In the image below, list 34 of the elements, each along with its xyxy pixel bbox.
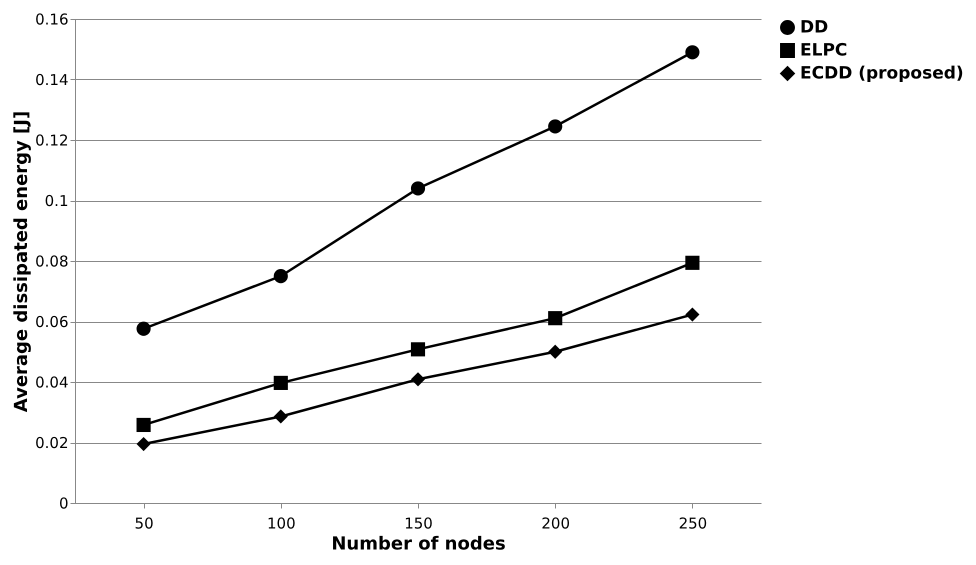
point <box>410 372 426 386</box>
point <box>685 45 700 60</box>
point <box>548 311 562 326</box>
point <box>274 269 288 284</box>
legend-label: DD <box>800 18 828 38</box>
y-tick-label: 0.02 <box>35 434 68 452</box>
y-tick-label: 0.1 <box>44 192 68 210</box>
y-tick-label: 0 <box>58 494 68 512</box>
y-tick-label: 0.06 <box>35 313 68 331</box>
legend-label: ELPC <box>800 40 848 60</box>
x-tick-label: 150 <box>404 514 433 532</box>
x-tick-label: 200 <box>541 514 570 532</box>
y-tick-label: 0.14 <box>35 71 68 89</box>
point <box>274 409 288 424</box>
point <box>410 342 426 356</box>
point <box>136 322 151 336</box>
point <box>136 418 151 432</box>
x-tick-label: 100 <box>266 514 296 532</box>
y-tick-label: 0.08 <box>35 252 68 270</box>
x-tick-label: 50 <box>134 514 154 532</box>
x-axis-title: Number of nodes <box>331 534 506 554</box>
point <box>136 436 151 452</box>
point <box>548 119 562 134</box>
point <box>685 256 700 270</box>
y-tick-label: 0.04 <box>35 374 68 392</box>
point <box>685 307 700 322</box>
x-tick-label: 250 <box>678 514 708 532</box>
legend-label: ECDD (proposed) <box>800 64 964 84</box>
y-axis-title: Average dissipated energy [J] <box>11 110 32 412</box>
point <box>410 181 426 196</box>
point <box>274 376 288 390</box>
y-tick-label: 0.16 <box>35 10 68 28</box>
y-tick-label: 0.12 <box>35 132 68 150</box>
point <box>548 344 562 359</box>
